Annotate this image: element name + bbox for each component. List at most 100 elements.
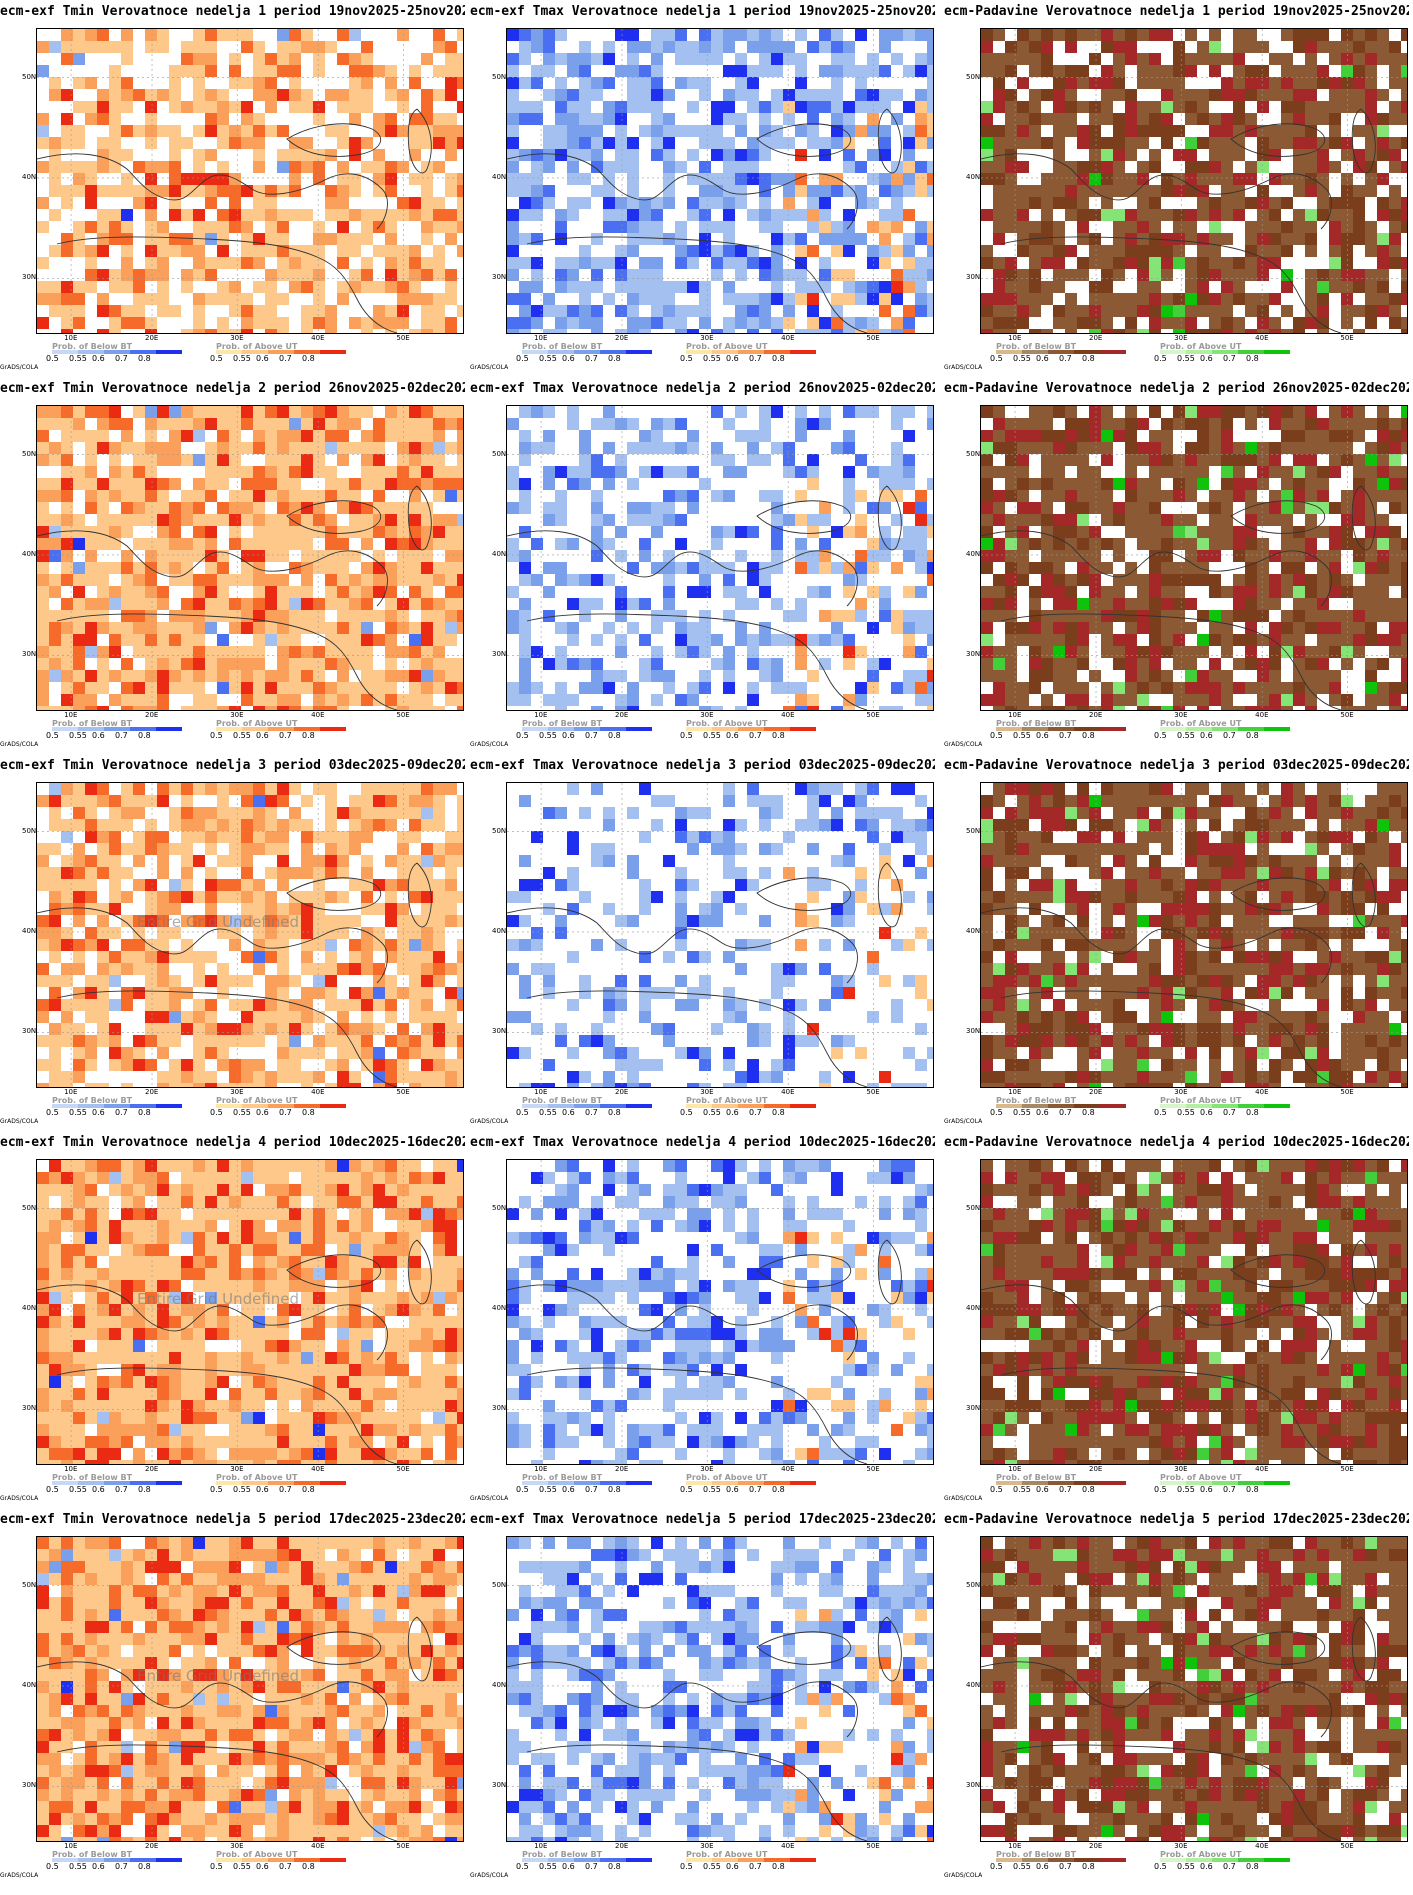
probability-cell <box>217 137 229 149</box>
probability-cell <box>1185 29 1197 41</box>
probability-cell <box>409 281 421 293</box>
probability-cell <box>1221 646 1233 658</box>
probability-cell <box>241 233 253 245</box>
probability-cell <box>1317 634 1329 646</box>
probability-cell <box>711 658 723 670</box>
probability-cell <box>349 406 361 418</box>
probability-cell <box>807 562 819 574</box>
probability-cell <box>1281 269 1293 281</box>
probability-cell <box>217 281 229 293</box>
probability-cell <box>289 29 301 41</box>
probability-cell <box>675 418 687 430</box>
probability-cell <box>1149 281 1161 293</box>
probability-cell <box>1389 418 1401 430</box>
probability-cell <box>277 855 289 867</box>
probability-cell <box>759 29 771 41</box>
probability-cell <box>49 999 61 1011</box>
probability-cell <box>1377 490 1389 502</box>
legend-tick: 0.6 <box>92 731 105 740</box>
probability-cell <box>1041 293 1053 305</box>
probability-cell <box>313 867 325 879</box>
probability-cell <box>1029 478 1041 490</box>
probability-cell <box>687 53 699 65</box>
probability-cell <box>1305 550 1317 562</box>
probability-cell <box>145 646 157 658</box>
probability-cell <box>181 233 193 245</box>
probability-cell <box>1377 137 1389 149</box>
probability-cell <box>61 526 73 538</box>
probability-cell <box>373 418 385 430</box>
probability-cell <box>73 939 85 951</box>
probability-cell <box>253 233 265 245</box>
probability-cell <box>723 329 735 333</box>
probability-cell <box>879 29 891 41</box>
probability-cell <box>397 963 409 975</box>
probability-cell <box>1389 466 1401 478</box>
probability-cell <box>1017 418 1029 430</box>
probability-cell <box>289 903 301 915</box>
probability-cell <box>169 1071 181 1083</box>
probability-cell <box>157 891 169 903</box>
probability-cell <box>361 586 373 598</box>
probability-cell <box>265 442 277 454</box>
probability-cell <box>313 562 325 574</box>
probability-cell <box>397 161 409 173</box>
probability-cell <box>651 430 663 442</box>
map-panel: ecm-exf Tmax Verovatnoce nedelja 1 perio… <box>470 0 935 378</box>
legend-ticks: 0.5 0.55 0.6 0.7 0.8 <box>46 1108 161 1117</box>
probability-cell <box>421 185 433 197</box>
probability-cell <box>843 53 855 65</box>
probability-cell <box>807 706 819 710</box>
probability-cell <box>265 706 277 710</box>
probability-cell <box>1257 209 1269 221</box>
probability-cell <box>759 137 771 149</box>
probability-cell <box>1113 706 1125 710</box>
probability-cell <box>361 795 373 807</box>
probability-cell <box>819 221 831 233</box>
probability-cell <box>121 915 133 927</box>
probability-cell <box>85 999 97 1011</box>
probability-cell <box>325 694 337 706</box>
probability-cell <box>241 406 253 418</box>
legend-tick: 0.5 <box>1154 731 1167 740</box>
probability-cell <box>1125 502 1137 514</box>
probability-cell <box>433 706 445 710</box>
probability-cell <box>337 406 349 418</box>
probability-cell <box>1029 706 1041 710</box>
probability-cell <box>1377 293 1389 305</box>
probability-cell <box>1341 269 1353 281</box>
probability-cell <box>253 807 265 819</box>
probability-cell <box>433 819 445 831</box>
probability-cell <box>1161 113 1173 125</box>
probability-cell <box>397 1059 409 1071</box>
probability-cell <box>37 1083 49 1087</box>
probability-cell <box>1101 137 1113 149</box>
probability-cell <box>361 406 373 418</box>
probability-cell <box>807 694 819 706</box>
probability-cell <box>699 233 711 245</box>
probability-cell <box>687 173 699 185</box>
probability-cell <box>927 53 933 65</box>
probability-cell <box>723 65 735 77</box>
probability-cell <box>1041 233 1053 245</box>
probability-cell <box>1029 329 1041 333</box>
probability-cell <box>325 939 337 951</box>
probability-cell <box>747 694 759 706</box>
probability-cell <box>229 975 241 987</box>
lat-tick-label: 30N <box>22 1027 37 1036</box>
probability-cell <box>867 538 879 550</box>
probability-cell <box>747 682 759 694</box>
probability-cell <box>555 490 567 502</box>
probability-cell <box>301 658 313 670</box>
probability-cell <box>73 406 85 418</box>
probability-cell <box>1305 53 1317 65</box>
probability-cell <box>1245 197 1257 209</box>
legend-tick: 0.55 <box>1177 731 1195 740</box>
probability-cell <box>217 466 229 478</box>
probability-cell <box>337 1059 349 1071</box>
probability-cell <box>337 610 349 622</box>
probability-cell <box>879 526 891 538</box>
probability-cell <box>1305 454 1317 466</box>
probability-cell <box>265 245 277 257</box>
probability-cell <box>109 891 121 903</box>
